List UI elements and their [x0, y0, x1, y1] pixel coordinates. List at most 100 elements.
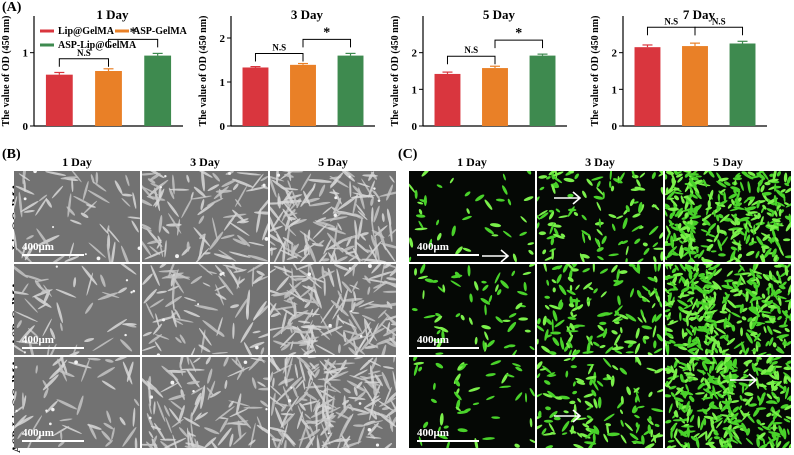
- y-tick-label: 2: [612, 48, 618, 60]
- y-tick-label: 1: [23, 48, 29, 60]
- significance-label: N.S: [272, 43, 286, 53]
- brightfield-image-r1c2: [142, 171, 268, 262]
- legend-label: ASP-GelMA: [133, 26, 188, 37]
- legend-label: Lip@GelMA: [58, 26, 115, 37]
- y-tick-label: 1: [220, 77, 226, 89]
- bar-Lip@GelMA: [45, 74, 73, 126]
- bar-ASP-Lip@GelMA: [144, 55, 172, 126]
- fluorescence-image-r3c3: [665, 357, 791, 448]
- fluorescence-image-r1c3: [665, 171, 791, 262]
- scale-bar: 400μm: [417, 334, 479, 349]
- significance-label: N.S: [464, 45, 478, 55]
- panel-label-a: (A): [2, 0, 22, 15]
- scale-bar: 400μm: [22, 241, 84, 256]
- y-axis-label: The value of OD (450 nm): [198, 16, 209, 127]
- scale-bar: 400μm: [417, 427, 479, 442]
- fluorescence-image-r3c1: 400μm: [409, 357, 535, 448]
- bar-Lip@GelMA: [242, 67, 269, 126]
- y-axis-label: The value of OD (450 nm): [1, 16, 12, 127]
- panel-label-b: (B): [2, 147, 21, 162]
- bar-ASP-GelMA: [95, 71, 122, 126]
- fluorescence-grid: 400μm 400μm 400μm: [409, 171, 791, 448]
- bar-ASP-Lip@GelMA: [729, 43, 756, 126]
- y-tick-label: 1: [412, 84, 418, 96]
- panel-label-c: (C): [398, 147, 418, 162]
- y-tick-label: 0: [612, 121, 618, 133]
- scale-bar-label: 400μm: [22, 427, 54, 439]
- fluorescence-image-r2c2: [537, 264, 663, 355]
- significance-bracket: [302, 38, 352, 48]
- y-tick-label: 2: [412, 48, 418, 60]
- y-tick-label: 1: [612, 84, 618, 96]
- bar-charts: The value of OD (450 nm) 1 Day 0 1 N.S * Lip@G…: [1, 7, 767, 133]
- y-tick-label: 0: [23, 121, 29, 133]
- scale-bar: 400μm: [22, 334, 84, 349]
- arrow-icon: [482, 249, 510, 262]
- significance-label: *: [515, 26, 522, 41]
- chart-4: The value of OD (450 nm) 7 Day 0 1 2 N.S N.S: [590, 7, 767, 133]
- significance-bracket: [108, 38, 159, 48]
- arrow-icon: [554, 191, 582, 205]
- y-tick-label: 0: [220, 121, 226, 133]
- b-col-title-2: 3 Day: [190, 155, 220, 169]
- significance-label: *: [130, 25, 137, 40]
- c-col-title-3: 5 Day: [713, 155, 743, 169]
- bar-ASP-GelMA: [290, 64, 316, 126]
- significance-bracket: [494, 39, 544, 49]
- chart-title: 3 Day: [291, 7, 324, 22]
- b-col-title-3: 5 Day: [318, 155, 348, 169]
- brightfield-image-r2c3: [270, 264, 396, 355]
- significance-label: N.S: [664, 16, 678, 26]
- brightfield-image-r3c1: 400μm: [14, 357, 140, 448]
- significance-label: N.S: [712, 16, 726, 26]
- fluorescence-image-r3c2: [537, 357, 663, 448]
- fluorescence-image-r1c1: 400μm: [409, 171, 535, 262]
- bar-ASP-GelMA: [682, 46, 708, 126]
- significance-bracket: [646, 26, 696, 36]
- scale-bar-label: 400μm: [22, 334, 54, 346]
- legend-label: ASP-Lip@GelMA: [58, 40, 137, 51]
- brightfield-image-r2c2: [142, 264, 268, 355]
- fluorescence-image-r2c3: [665, 264, 791, 355]
- b-col-title-1: 1 Day: [62, 155, 92, 169]
- significance-bracket: [254, 53, 304, 62]
- chart-1: The value of OD (450 nm) 1 Day 0 1 N.S * Lip@G…: [1, 7, 188, 133]
- scale-bar: 400μm: [417, 241, 479, 256]
- bar-Lip@GelMA: [634, 47, 661, 126]
- arrow-icon: [730, 373, 758, 387]
- significance-bracket: [694, 26, 744, 36]
- scale-bar-label: 400μm: [417, 334, 449, 346]
- scale-bar-label: 400μm: [417, 427, 449, 439]
- c-col-title-1: 1 Day: [457, 155, 487, 169]
- brightfield-image-r3c2: [142, 357, 268, 448]
- bar-ASP-GelMA: [482, 68, 508, 126]
- bar-ASP-Lip@GelMA: [337, 55, 364, 126]
- bar-ASP-Lip@GelMA: [529, 55, 556, 126]
- bar-Lip@GelMA: [434, 73, 461, 126]
- chart-2: The value of OD (450 nm) 3 Day 0 1 2 N.S *: [198, 7, 375, 133]
- chart-title: 1 Day: [96, 7, 129, 22]
- y-tick-label: 2: [220, 33, 226, 45]
- scale-bar-label: 400μm: [22, 241, 54, 253]
- significance-bracket: [446, 55, 496, 65]
- scale-bar-label: 400μm: [417, 241, 449, 253]
- y-axis-label: The value of OD (450 nm): [390, 16, 401, 127]
- brightfield-grid: 400μm 400μm 400μm: [14, 171, 396, 448]
- significance-bracket: [58, 58, 109, 67]
- significance-label: N.S: [77, 48, 91, 58]
- brightfield-image-r1c1: 400μm: [14, 171, 140, 262]
- fluorescence-image-r1c2: [537, 171, 663, 262]
- y-tick-label: 0: [412, 121, 418, 133]
- brightfield-image-r3c3: [270, 357, 396, 448]
- y-axis-label: The value of OD (450 nm): [590, 16, 601, 127]
- chart-title: 5 Day: [483, 7, 516, 22]
- brightfield-image-r2c1: 400μm: [14, 264, 140, 355]
- chart-3: The value of OD (450 nm) 5 Day 0 1 2 N.S *: [390, 7, 567, 133]
- arrow-icon: [554, 409, 582, 423]
- fluorescence-image-r2c1: 400μm: [409, 264, 535, 355]
- scale-bar: 400μm: [22, 427, 84, 442]
- significance-label: *: [323, 25, 330, 40]
- brightfield-image-r1c3: [270, 171, 396, 262]
- chart-title: 7 Day: [683, 7, 716, 22]
